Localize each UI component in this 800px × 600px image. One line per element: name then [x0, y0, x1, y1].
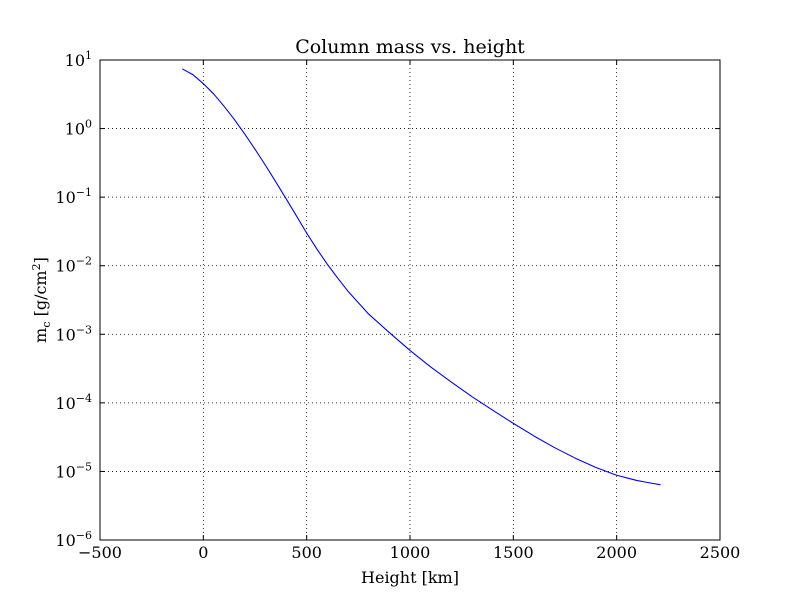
y-tick-label-base: 10 [55, 188, 75, 207]
x-tick-label: 1000 [390, 543, 431, 562]
y-tick-label: 101 [65, 49, 92, 70]
plot-frame [99, 59, 721, 541]
x-tick-label: 0 [198, 543, 208, 562]
y-tick-label-exponent: −3 [76, 323, 92, 336]
y-tick-label-base: 10 [55, 462, 75, 481]
x-tick-label: 500 [291, 543, 322, 562]
y-tick-label: 10−5 [55, 460, 92, 481]
y-tick-label-base: 10 [55, 531, 75, 550]
y-tick-label-exponent: −1 [76, 186, 92, 199]
y-tick-label-base: 10 [55, 325, 75, 344]
y-tick-label-base: 10 [55, 257, 75, 276]
y-tick-label: 10−4 [55, 392, 92, 413]
y-tick-label-exponent: −4 [76, 392, 92, 405]
y-tick-label-exponent: −6 [76, 529, 92, 542]
y-tick-label-base: 10 [55, 394, 75, 413]
y-axis-label-unit-close: ] [31, 257, 50, 263]
series-line [182, 68, 661, 486]
tick-layer: −500 0 500 1000 1500 2000 250010−610−510−410−3… [55, 49, 740, 562]
y-axis-label-unit-power: 2 [30, 263, 43, 270]
x-tick-label: 2500 [700, 543, 741, 562]
y-tick-label-exponent: −5 [76, 460, 92, 473]
y-tick-label-exponent: 0 [85, 118, 92, 131]
y-axis-label-unit-open: [g/cm [31, 270, 50, 321]
y-tick-label-base: 10 [65, 51, 85, 70]
chart-title: Column mass vs. height [295, 36, 525, 58]
x-tick-label: 1500 [493, 543, 534, 562]
grid-layer [100, 60, 720, 540]
y-axis-label-base: m [31, 328, 50, 343]
y-tick-label: 100 [65, 118, 92, 139]
series-layer [182, 68, 661, 486]
y-tick-label: 10−3 [55, 323, 92, 344]
y-tick-label: 10−6 [55, 529, 92, 550]
y-tick-label: 10−1 [55, 186, 92, 207]
y-tick-label-exponent: −2 [76, 255, 92, 268]
y-axis-label: mc [g/cm2] [30, 257, 53, 343]
y-axis-label-subscript: c [40, 322, 53, 328]
y-tick-label-base: 10 [65, 120, 85, 139]
x-axis-label: Height [km] [361, 568, 459, 587]
x-tick-label: 2000 [596, 543, 637, 562]
x-tick-label: −500 [78, 543, 122, 562]
y-tick-label-exponent: 1 [85, 49, 92, 62]
y-tick-label: 10−2 [55, 255, 92, 276]
